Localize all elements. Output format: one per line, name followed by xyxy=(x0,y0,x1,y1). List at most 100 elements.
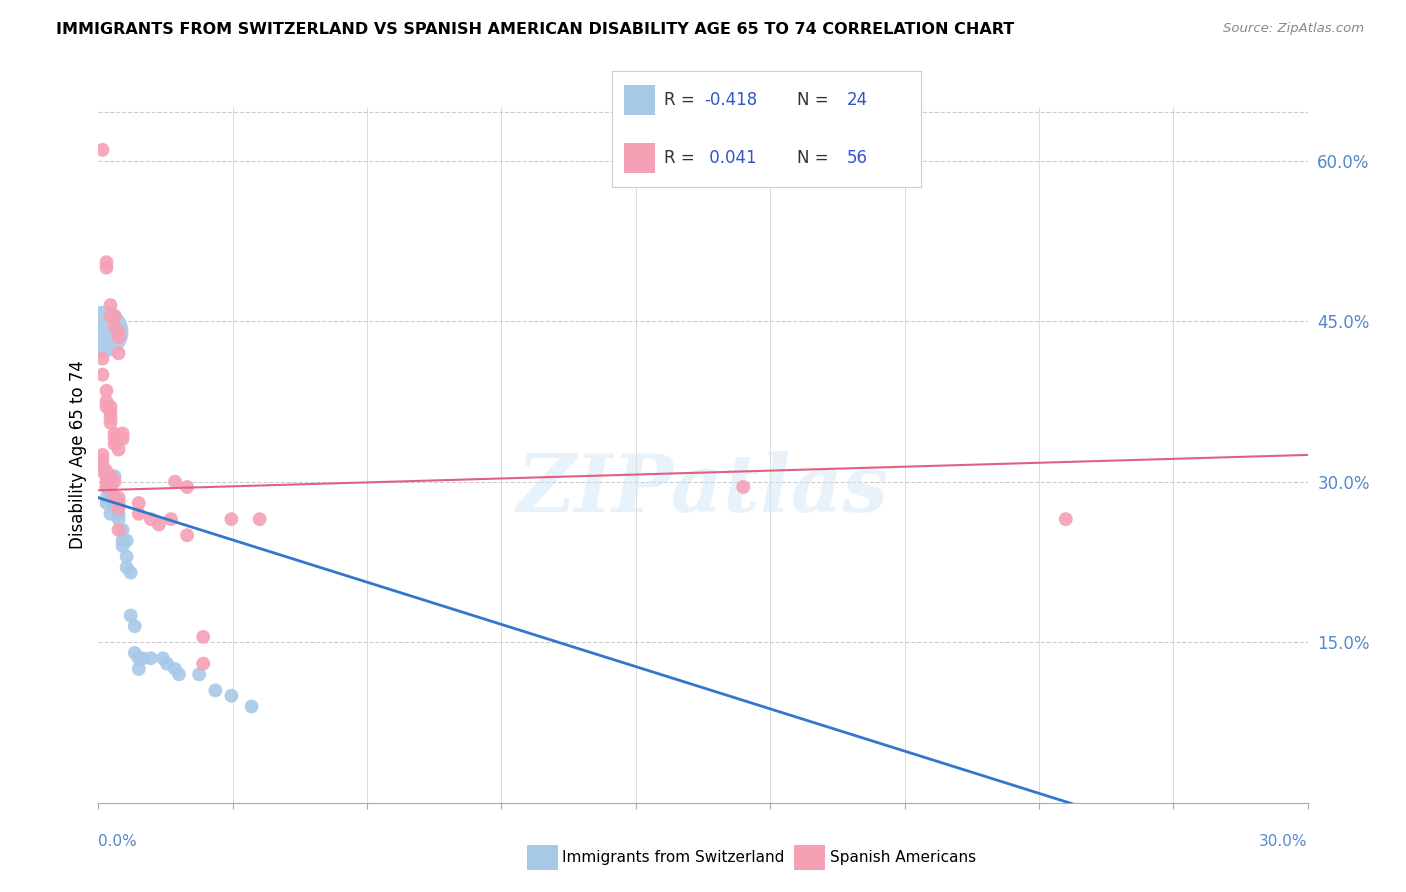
Bar xyxy=(624,144,655,173)
Point xyxy=(193,657,215,671)
Point xyxy=(221,689,243,703)
Text: ZIPatlas: ZIPatlas xyxy=(517,451,889,528)
Point xyxy=(96,491,118,505)
Point xyxy=(249,512,271,526)
Point xyxy=(103,309,125,323)
Point xyxy=(111,432,134,446)
Point xyxy=(128,662,150,676)
Point xyxy=(107,523,129,537)
Point xyxy=(132,651,155,665)
Point xyxy=(1054,512,1077,526)
Point xyxy=(176,528,198,542)
Text: N =: N = xyxy=(797,91,834,110)
Text: -0.418: -0.418 xyxy=(704,91,758,110)
Point xyxy=(124,619,146,633)
Text: IMMIGRANTS FROM SWITZERLAND VS SPANISH AMERICAN DISABILITY AGE 65 TO 74 CORRELAT: IMMIGRANTS FROM SWITZERLAND VS SPANISH A… xyxy=(56,22,1015,37)
Point xyxy=(115,533,138,548)
Text: 30.0%: 30.0% xyxy=(1260,834,1308,849)
Point xyxy=(240,699,263,714)
Point xyxy=(204,683,226,698)
Point xyxy=(733,480,755,494)
Text: R =: R = xyxy=(664,91,700,110)
Point xyxy=(148,517,170,532)
Point xyxy=(91,368,114,382)
Point xyxy=(115,549,138,564)
Point xyxy=(91,325,114,339)
Point xyxy=(128,496,150,510)
Point xyxy=(91,351,114,366)
Point xyxy=(100,298,122,312)
Point xyxy=(124,646,146,660)
Point xyxy=(193,630,215,644)
Point xyxy=(96,260,118,275)
Point xyxy=(96,496,118,510)
Point xyxy=(103,432,125,446)
Point xyxy=(160,512,183,526)
Point xyxy=(91,458,114,473)
Point xyxy=(96,480,118,494)
Point xyxy=(107,491,129,505)
Point xyxy=(120,608,142,623)
Point xyxy=(100,507,122,521)
Bar xyxy=(624,86,655,115)
Point xyxy=(100,405,122,419)
Text: 56: 56 xyxy=(846,149,868,168)
Point xyxy=(107,325,129,339)
Point xyxy=(103,426,125,441)
Point xyxy=(100,485,122,500)
Point xyxy=(188,667,211,681)
Point xyxy=(163,475,186,489)
Point xyxy=(96,480,118,494)
Point xyxy=(96,400,118,414)
Point xyxy=(221,512,243,526)
Text: Spanish Americans: Spanish Americans xyxy=(830,850,976,864)
Text: N =: N = xyxy=(797,149,834,168)
Point xyxy=(111,539,134,553)
Text: 24: 24 xyxy=(846,91,868,110)
Point xyxy=(115,560,138,574)
Point xyxy=(103,496,125,510)
Point xyxy=(111,523,134,537)
Point xyxy=(103,437,125,451)
Point xyxy=(139,651,162,665)
Point xyxy=(176,480,198,494)
Point xyxy=(163,662,186,676)
Point xyxy=(107,496,129,510)
Point xyxy=(103,319,125,334)
Point xyxy=(91,464,114,478)
Point xyxy=(152,651,174,665)
Point xyxy=(96,394,118,409)
Point xyxy=(107,346,129,360)
Point xyxy=(103,491,125,505)
Point xyxy=(107,501,129,516)
Point xyxy=(91,453,114,467)
Point xyxy=(96,469,118,483)
Point xyxy=(100,480,122,494)
Point xyxy=(96,469,118,483)
Point xyxy=(111,426,134,441)
Point xyxy=(100,469,122,483)
Point xyxy=(100,475,122,489)
Point xyxy=(100,410,122,425)
Text: 0.0%: 0.0% xyxy=(98,834,138,849)
Point xyxy=(96,475,118,489)
Point xyxy=(111,533,134,548)
Point xyxy=(100,309,122,323)
Point xyxy=(128,651,150,665)
Text: Source: ZipAtlas.com: Source: ZipAtlas.com xyxy=(1223,22,1364,36)
Point xyxy=(96,255,118,269)
Point xyxy=(120,566,142,580)
Point xyxy=(103,469,125,483)
Point xyxy=(100,400,122,414)
Point xyxy=(91,143,114,157)
Point xyxy=(156,657,179,671)
Text: 0.041: 0.041 xyxy=(704,149,756,168)
Point xyxy=(96,384,118,398)
Y-axis label: Disability Age 65 to 74: Disability Age 65 to 74 xyxy=(69,360,87,549)
Point xyxy=(107,432,129,446)
Point xyxy=(107,330,129,344)
Point xyxy=(107,512,129,526)
Point xyxy=(128,507,150,521)
Text: R =: R = xyxy=(664,149,700,168)
Point xyxy=(139,512,162,526)
